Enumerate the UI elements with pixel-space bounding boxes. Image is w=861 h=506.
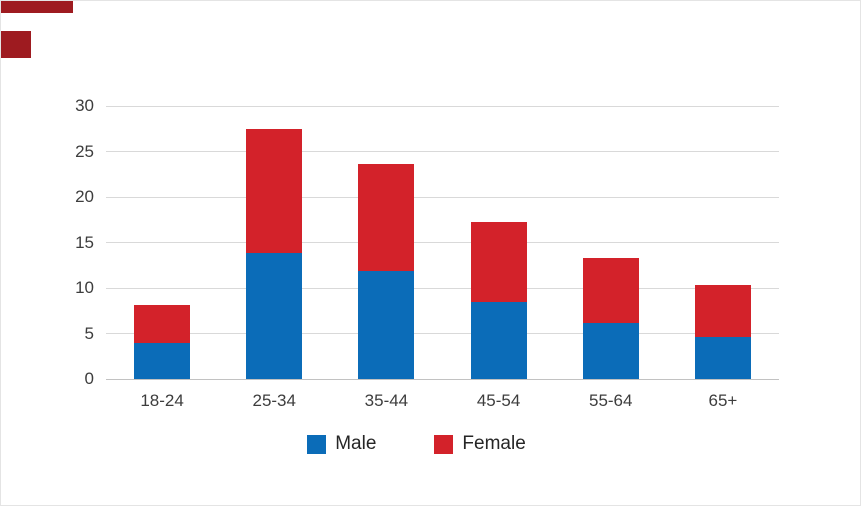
bar-segment-male-25-34 (246, 252, 303, 379)
y-axis-tick-label: 15 (75, 232, 94, 252)
legend-item-male: Male (307, 433, 376, 455)
legend-label-female: Female (462, 433, 526, 454)
gridline (106, 287, 779, 289)
bar-segment-female-25-34 (246, 128, 303, 253)
y-axis-tick-label: 0 (84, 369, 94, 388)
bar-segment-female-35-44 (358, 164, 415, 271)
legend-swatch-male (307, 434, 327, 454)
bar-segment-male-18-24 (134, 342, 191, 379)
x-axis-label-45-54: 45-54 (476, 391, 521, 410)
bar-segment-male-65+ (694, 337, 751, 379)
bar-segment-female-18-24 (134, 305, 191, 343)
gridline (106, 151, 779, 152)
legend-label-male: Male (335, 433, 377, 454)
y-axis-tick-label: 5 (84, 323, 94, 343)
gridline (106, 242, 779, 243)
legend-item-female: Female (434, 433, 526, 455)
y-axis-tick-label: 30 (75, 96, 94, 115)
bar-segment-male-45-54 (470, 301, 527, 379)
chart-legend: Male Female (80, 433, 753, 455)
x-axis-label-35-44: 35-44 (364, 391, 409, 410)
gridline (106, 196, 779, 198)
decoration-top-bar (1, 1, 73, 13)
x-axis-label-18-24: 18-24 (140, 391, 184, 410)
x-axis-label-25-34: 25-34 (252, 391, 296, 410)
x-axis-line (106, 378, 779, 380)
gridline (106, 333, 779, 334)
y-axis-tick-label: 20 (75, 187, 94, 206)
bar-segment-male-55-64 (582, 322, 639, 379)
decoration-left-block (1, 31, 31, 58)
bar-segment-female-45-54 (470, 221, 527, 302)
bar-segment-female-65+ (694, 285, 751, 338)
legend-swatch-female (434, 434, 454, 454)
y-axis-tick-label: 25 (75, 141, 94, 161)
x-axis-label-55-64: 55-64 (588, 391, 633, 410)
y-axis-tick-label: 10 (75, 278, 94, 297)
bar-segment-female-55-64 (582, 257, 639, 323)
bar-segment-male-35-44 (358, 270, 415, 379)
gridline (106, 105, 779, 107)
x-axis-label-65+: 65+ (708, 391, 738, 410)
